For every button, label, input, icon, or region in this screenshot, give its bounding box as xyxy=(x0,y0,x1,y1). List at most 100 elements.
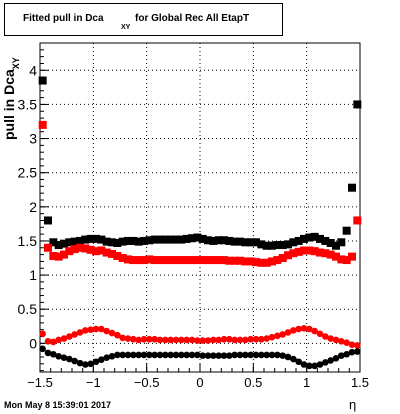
data-point xyxy=(108,238,116,247)
data-point xyxy=(39,345,46,353)
data-point xyxy=(177,256,186,265)
data-point xyxy=(337,255,346,264)
data-point xyxy=(161,256,170,265)
data-point xyxy=(92,325,100,333)
data-point xyxy=(273,256,282,265)
data-point xyxy=(268,257,276,266)
data-point xyxy=(246,238,255,247)
series-1 xyxy=(38,120,362,267)
data-point xyxy=(134,256,143,265)
data-point xyxy=(327,357,334,364)
x-tick-label: −1 xyxy=(86,375,101,390)
data-point xyxy=(140,335,148,343)
data-point xyxy=(102,248,111,257)
data-point xyxy=(215,352,222,359)
data-point xyxy=(113,251,122,260)
data-point xyxy=(44,216,52,225)
data-point xyxy=(214,256,223,265)
data-point xyxy=(71,357,78,365)
x-tick-label: 0 xyxy=(196,375,203,390)
data-point xyxy=(140,256,148,265)
title-main: Fitted pull in Dca xyxy=(23,13,104,24)
y-tick-label: 0 xyxy=(29,335,37,351)
data-point xyxy=(156,336,164,344)
data-point xyxy=(284,329,292,336)
data-point xyxy=(124,351,132,359)
x-tick-label: 1.5 xyxy=(351,375,369,390)
data-point xyxy=(353,216,362,225)
data-point xyxy=(54,252,63,261)
data-point xyxy=(55,336,62,344)
data-point xyxy=(108,329,116,337)
data-point xyxy=(70,245,79,254)
data-point xyxy=(348,348,356,356)
data-point xyxy=(172,336,180,344)
data-point xyxy=(257,258,266,267)
data-point xyxy=(182,256,191,265)
timestamp-footer: Mon May 8 15:39:01 2017 xyxy=(4,400,112,410)
data-point xyxy=(278,254,287,263)
data-point xyxy=(124,255,132,264)
data-point xyxy=(289,249,298,258)
data-point xyxy=(316,330,324,338)
data-point xyxy=(231,336,238,344)
data-point xyxy=(130,335,137,343)
data-point xyxy=(49,238,58,247)
data-point xyxy=(268,351,276,359)
data-point xyxy=(76,359,84,367)
data-point xyxy=(81,244,90,253)
data-point xyxy=(284,353,292,361)
data-point xyxy=(82,327,89,334)
data-point xyxy=(199,352,206,359)
data-point xyxy=(225,236,234,245)
data-point xyxy=(166,235,175,244)
data-point xyxy=(353,100,362,109)
data-point xyxy=(194,337,201,344)
data-point xyxy=(60,239,68,248)
y-tick-label: 4 xyxy=(29,62,37,78)
data-point xyxy=(354,342,361,349)
x-tick-label: −0.5 xyxy=(134,375,160,390)
data-point xyxy=(321,249,330,258)
data-point xyxy=(172,351,180,359)
data-point xyxy=(258,351,265,359)
grid-lines xyxy=(40,43,360,372)
data-point xyxy=(198,256,207,265)
data-point xyxy=(178,351,185,359)
data-point xyxy=(39,330,46,338)
data-point xyxy=(92,234,100,243)
data-point xyxy=(326,250,335,259)
data-point xyxy=(316,234,324,243)
data-point xyxy=(156,256,164,265)
title-box: Fitted pull in Dca XY for Global Rec All… xyxy=(4,3,283,36)
data-point xyxy=(103,327,110,335)
data-point xyxy=(263,335,270,342)
data-point xyxy=(241,257,250,266)
data-point xyxy=(162,351,169,359)
data-point xyxy=(295,325,302,333)
data-point xyxy=(204,352,212,359)
data-point xyxy=(348,183,356,192)
data-point xyxy=(129,236,138,245)
data-point xyxy=(76,329,84,336)
data-point xyxy=(220,352,228,359)
data-point xyxy=(129,256,138,265)
data-point xyxy=(337,238,346,247)
data-point xyxy=(210,352,217,359)
data-point xyxy=(199,337,206,344)
data-point xyxy=(247,351,254,359)
data-point xyxy=(97,246,106,255)
data-point xyxy=(231,351,238,359)
data-point xyxy=(66,355,73,363)
data-point xyxy=(49,251,58,260)
data-point xyxy=(182,234,191,243)
series-0 xyxy=(38,76,362,250)
data-point xyxy=(86,234,95,243)
data-point xyxy=(306,362,313,370)
data-point xyxy=(236,237,244,246)
data-point xyxy=(87,326,94,333)
data-point xyxy=(306,325,313,333)
data-point xyxy=(273,241,282,250)
data-point xyxy=(70,237,79,246)
data-point xyxy=(103,354,110,361)
